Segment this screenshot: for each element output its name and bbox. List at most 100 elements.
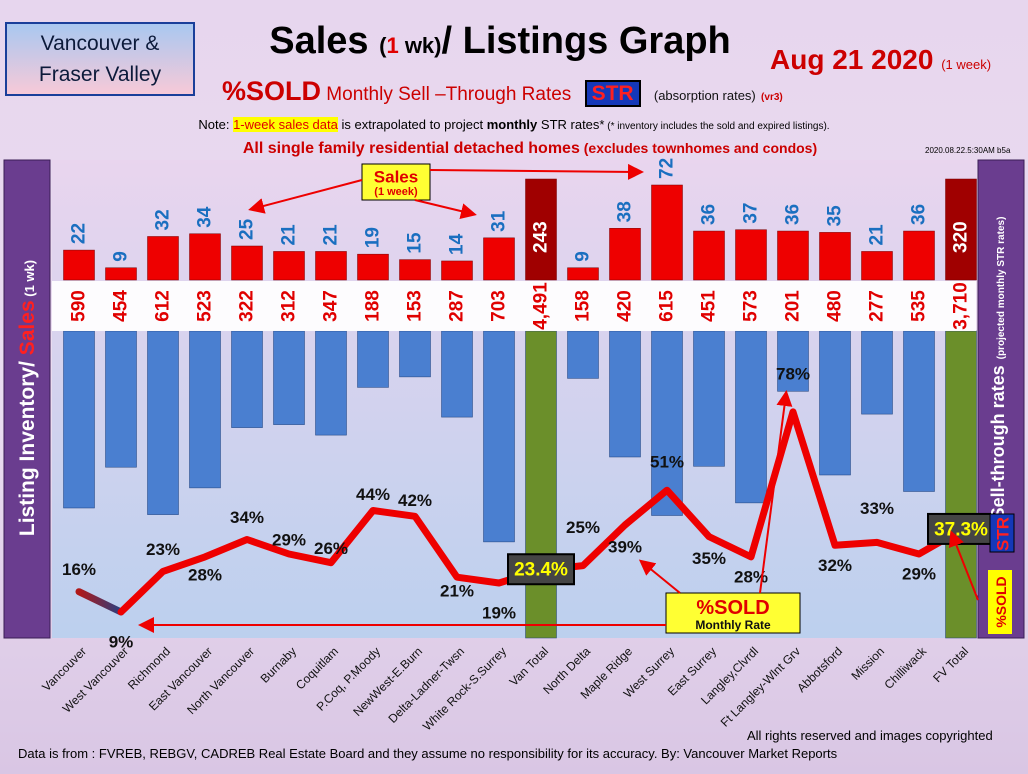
left-axis-label-part: / (16, 355, 39, 367)
category-label: Delta-Ladner-Twsn (386, 644, 468, 726)
inventory-bar (357, 330, 389, 388)
inventory-value-label: 322 (237, 290, 258, 322)
left-axis-label-group: Listing Inventory/ Sales (1 wk) (16, 260, 39, 536)
sales-value-label: 32 (153, 209, 174, 230)
sales-bar (105, 267, 137, 281)
inventory-bar (651, 330, 683, 516)
sales-callout-arrow (248, 179, 363, 214)
inventory-value-label: 612 (153, 290, 174, 322)
pct-label: 28% (734, 567, 768, 586)
pct-label: 29% (272, 531, 306, 550)
category-label: FV Total (930, 644, 971, 685)
inventory-value-label: 523 (195, 290, 216, 322)
right-sold-tag: %SOLD (993, 576, 1009, 627)
str-line-start-segment (75, 588, 125, 616)
sales-bar (819, 232, 851, 281)
sold-callout-line-1: %SOLD (696, 597, 769, 619)
sales-bar (735, 229, 767, 281)
headline-main: All single family residential detached h… (242, 140, 580, 157)
inventory-bar (567, 330, 599, 379)
pct-label: 19% (482, 604, 516, 623)
pct-label: 51% (650, 453, 684, 472)
subtitle-version: (vr3) (761, 92, 783, 103)
inventory-value-label: 703 (489, 290, 510, 322)
sales-value-label: 36 (783, 204, 804, 225)
date-period: (1 week) (941, 57, 992, 72)
total-pct-label: 23.4% (514, 560, 568, 581)
inventory-value-label: 312 (279, 290, 300, 322)
sales-bar (567, 267, 599, 281)
inventory-value-label: 590 (69, 290, 90, 322)
footer-source: Data is from : FVREB, REBGV, CADREB Real… (18, 746, 838, 761)
inventory-bar (945, 330, 977, 639)
headline-small: (excludes townhomes and condos) (579, 140, 818, 156)
inventory-value-label: 615 (657, 290, 678, 322)
sales-value-label: 72 (657, 158, 678, 179)
inventory-value-label: 201 (783, 290, 804, 322)
inventory-value-label: 158 (573, 290, 594, 322)
right-sold-tag-group: %SOLD (988, 570, 1012, 634)
inventory-bar (231, 330, 263, 428)
title-wk: wk) (398, 33, 442, 58)
title-sales: Sales (269, 20, 380, 62)
left-axis-panel (3, 159, 51, 639)
pct-label: 28% (188, 565, 222, 584)
right-sold-arrow (948, 530, 979, 601)
inventory-bar (861, 330, 893, 415)
sales-callout-arrow (429, 163, 644, 180)
sales-callout-line-2: (1 week) (374, 186, 418, 198)
sales-callout-line-1: Sales (374, 168, 418, 187)
sales-bar (693, 230, 725, 281)
inventory-bar (735, 330, 767, 504)
left-axis-label: Listing Inventory/ Sales (1 wk) (16, 260, 39, 536)
left-axis-label-part: Listing Inventory (16, 367, 39, 537)
left-axis-label-part: Sales (16, 300, 39, 355)
right-axis-label-small: (projected monthly STR rates) (996, 217, 1007, 360)
note-small: (* inventory includes the sold and expir… (604, 121, 830, 132)
pct-label: 39% (608, 538, 642, 557)
subtitle: %SOLD Monthly Sell –Through Rates STR (a… (222, 76, 783, 107)
note-after: STR rates* (537, 117, 605, 132)
footer-rights: All rights reserved and images copyright… (747, 728, 993, 743)
region-label-box: Vancouver & Fraser Valley (5, 22, 195, 96)
sales-value-label: 35 (825, 205, 846, 227)
pct-label: 33% (860, 499, 894, 518)
sales-value-label: 21 (867, 224, 888, 246)
right-axis-label-main: Sell-through rates (988, 365, 1008, 519)
inventory-bar (189, 330, 221, 489)
category-label: Chilliwack (882, 644, 930, 692)
title-listings: / Listings Graph (441, 20, 731, 62)
inventory-value-label: 4,491 (531, 282, 552, 330)
timestamp: 2020.08.22.5:30AM b5a (925, 146, 1011, 155)
note-prefix: Note: (198, 117, 234, 132)
sales-value-label: 243 (531, 221, 552, 253)
inventory-bar (273, 330, 305, 425)
region-line-1: Vancouver & (40, 32, 160, 55)
category-label: Ft Langley-Wlnt Grv (718, 644, 803, 729)
inventory-bar (819, 330, 851, 476)
inventory-bar (315, 330, 347, 436)
note-middle: is extrapolated to project (337, 117, 487, 132)
inventory-value-label: 277 (867, 290, 888, 322)
inventory-bar (483, 330, 515, 543)
inventory-value-label: 480 (825, 290, 846, 322)
sales-value-label: 15 (405, 232, 426, 254)
pct-label: 25% (566, 518, 600, 537)
inventory-bar (525, 330, 557, 639)
category-label: Burnaby (258, 644, 300, 686)
inventory-bar (441, 330, 473, 418)
pct-label: 44% (356, 485, 390, 504)
pct-label: 42% (398, 491, 432, 510)
sales-bar (441, 260, 473, 281)
pct-label: 16% (62, 560, 96, 579)
right-str-tag-group: STR (989, 513, 1015, 553)
pct-label: 32% (818, 556, 852, 575)
right-str-tag: STR (994, 517, 1013, 551)
sales-callout-arrow (414, 199, 477, 219)
sales-value-label: 31 (489, 210, 510, 232)
inventory-value-label: 153 (405, 290, 426, 322)
inventory-label-band (52, 281, 976, 331)
headline: All single family residential detached h… (0, 140, 1028, 158)
title-one: 1 (386, 33, 399, 58)
inventory-value-label: 420 (615, 290, 636, 322)
